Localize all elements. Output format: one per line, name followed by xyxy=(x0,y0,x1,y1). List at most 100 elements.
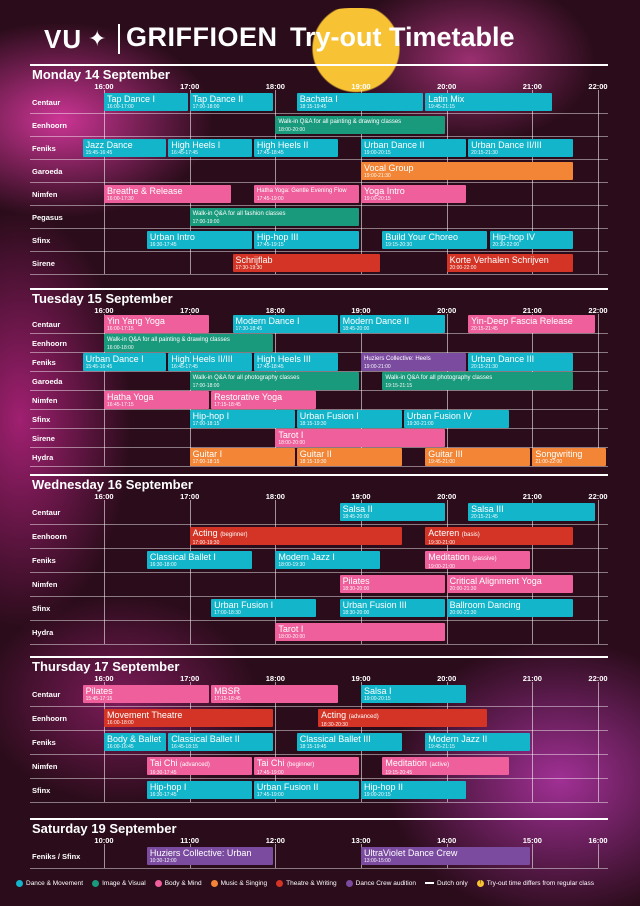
class-name: Urban Fusion I xyxy=(214,600,274,610)
class-block[interactable]: Urban Dance II/III 20:15-21:30 xyxy=(468,138,574,157)
class-block[interactable]: Ballroom Dancing 20:00-21:30 xyxy=(446,599,574,617)
class-block[interactable]: Breathe & Release 16:00-17:30 xyxy=(104,184,231,203)
class-block[interactable]: Urban Dance I 15:45-16:45 xyxy=(82,352,167,371)
class-time: 17:30-19:30 xyxy=(235,264,263,271)
class-block[interactable]: Hip-hop II 19:00-20:15 xyxy=(361,781,467,799)
class-block[interactable]: Songwriting 21:00-22:00 xyxy=(532,447,606,466)
class-block[interactable]: Body & Ballet 16:00-16:45 xyxy=(104,733,167,751)
class-block[interactable]: High Heels I 16:45-17:45 xyxy=(168,138,252,157)
class-block[interactable]: Walk-in Q&A for all painting & drawing c… xyxy=(275,115,445,134)
class-block[interactable]: UltraViolet Dance Crew 13:00-15:00 xyxy=(361,847,531,865)
class-block[interactable]: Guitar I 17:00-18:15 xyxy=(189,447,295,466)
class-block[interactable]: Urban Dance II 19:00-20:15 xyxy=(361,138,467,157)
class-block[interactable]: Vocal Group 19:00-21:30 xyxy=(361,161,574,180)
room-gridline xyxy=(30,136,608,137)
class-block[interactable]: Latin Mix 19:45-21:15 xyxy=(425,92,552,111)
class-name: Tap Dance II xyxy=(192,93,244,104)
legend-item: Theatre & Writing xyxy=(276,880,337,887)
class-block[interactable]: Modern Dance II 18:45-20:00 xyxy=(339,314,445,333)
hour-label: 21:00 xyxy=(522,674,542,683)
class-block[interactable]: Hatha Yoga: Gentle Evening Flow 17:45-19:… xyxy=(253,184,359,203)
room-gridline xyxy=(30,390,608,391)
class-block[interactable]: Hatha Yoga 16:45-17:15 xyxy=(104,390,210,409)
class-block[interactable]: Restorative Yoga 17:15-18:45 xyxy=(211,390,317,409)
class-block[interactable]: Hip-hop III 17:45-19:15 xyxy=(253,230,359,249)
class-block[interactable]: Acteren (basis) 19:30-21:00 xyxy=(425,527,574,545)
class-time: 21:00-22:00 xyxy=(535,458,563,465)
room-label: Feniks xyxy=(32,357,56,367)
class-block[interactable]: Schrijflab 17:30-19:30 xyxy=(232,253,381,272)
class-block[interactable]: Hip-hop I 17:00-18:15 xyxy=(189,409,295,428)
class-name: Urban Fusion III xyxy=(342,600,407,610)
hour-label: 22:00 xyxy=(588,82,608,91)
class-block[interactable]: High Heels III 17:45-18:45 xyxy=(253,352,338,371)
day-title: Monday 14 September xyxy=(32,67,170,82)
class-block[interactable]: Tap Dance II 17:00-18:00 xyxy=(189,92,274,111)
class-block[interactable]: Classical Ballet II 16:45-18:15 xyxy=(168,733,274,751)
class-block[interactable]: Modern Jazz I 18:00-19:30 xyxy=(275,551,381,569)
class-block[interactable]: Meditation (active) 19:15-20:45 xyxy=(382,757,509,775)
class-block[interactable]: Pilates 15:45-17:15 xyxy=(82,685,210,703)
room-gridline xyxy=(30,159,608,160)
class-block[interactable]: Critical Alignment Yoga 20:00-21:30 xyxy=(446,575,574,593)
class-block[interactable]: Urban Fusion III 18:30-20:00 xyxy=(339,599,445,617)
class-time: 17:00-18:15 xyxy=(192,458,220,465)
class-block[interactable]: Build Your Choreo 19:15-20:30 xyxy=(382,230,488,249)
class-block[interactable]: High Heels II/III 16:45-17:45 xyxy=(168,352,252,371)
class-block[interactable]: Urban Fusion I 18:15-19:30 xyxy=(296,409,402,428)
class-block[interactable]: Salsa II 18:45-20:00 xyxy=(339,503,445,521)
room-label: Sfinx xyxy=(32,786,51,795)
hour-label: 16:00 xyxy=(94,82,114,91)
room-label: Sirene xyxy=(32,433,55,443)
class-block[interactable]: Tap Dance I 16:00-17:00 xyxy=(104,92,188,111)
class-block[interactable]: Guitar II 18:15-19:30 xyxy=(296,447,402,466)
class-block[interactable]: Tarot I 18:00-20:00 xyxy=(275,623,445,641)
class-block[interactable]: Urban Fusion I 17:00-18:30 xyxy=(211,599,317,617)
class-block[interactable]: Yoga Intro 19:00-20:15 xyxy=(361,184,467,203)
class-block[interactable]: Walk-in Q&A for all photography classes 1… xyxy=(382,371,574,390)
class-block[interactable]: Modern Dance I 17:30-18:45 xyxy=(232,314,338,333)
legend-color-icon xyxy=(345,880,353,887)
class-block[interactable]: Korte Verhalen Schrijven 20:00-22:00 xyxy=(446,253,574,272)
class-block[interactable]: Tarot I 18:00-20:00 xyxy=(275,428,445,447)
class-block[interactable]: High Heels II 17:45-18:45 xyxy=(253,138,338,157)
class-block[interactable]: Walk-in Q&A for all photography classes 1… xyxy=(189,371,359,390)
class-level: (beginner) xyxy=(220,532,248,538)
class-block[interactable]: Urban Dance III 20:15-21:30 xyxy=(468,352,574,371)
class-block[interactable]: Jazz Dance 15:45-16:45 xyxy=(82,138,167,157)
class-block[interactable]: Urban Intro 16:30-17:45 xyxy=(146,230,252,249)
class-block[interactable]: Urban Fusion II 17:45-19:00 xyxy=(253,781,359,799)
class-block[interactable]: Urban Fusion IV 19:30-21:00 xyxy=(403,409,509,428)
class-block[interactable]: Walk-in Q&A for all fashion classes 17:00… xyxy=(189,207,359,226)
class-block[interactable]: Yin-Deep Fascia Release 20:15-21:45 xyxy=(468,314,595,333)
class-block[interactable]: Movement Theatre 16:00-18:00 xyxy=(104,709,274,727)
class-block[interactable]: Modern Jazz II 19:45-21:15 xyxy=(425,733,531,751)
class-block[interactable]: MBSR 17:15-18:45 xyxy=(211,685,338,703)
class-block[interactable]: Yin Yang Yoga 16:00-17:15 xyxy=(104,314,210,333)
class-time: 18:15-19:30 xyxy=(299,420,327,427)
hour-label: 13:00 xyxy=(351,836,371,845)
class-block[interactable]: Acting (beginner) 17:00-19:30 xyxy=(189,527,402,545)
class-block[interactable]: Huziers Collective: Urban 10:30-12:00 xyxy=(146,847,274,865)
class-block[interactable]: Tai Chi (advanced) 16:30-17:45 xyxy=(146,757,252,775)
class-time: 18:00-19:30 xyxy=(278,562,306,568)
hour-label: 19:00 xyxy=(351,674,371,683)
class-time: 19:45-21:15 xyxy=(428,103,455,110)
legend-item: Dance & Movement xyxy=(16,880,83,887)
class-block[interactable]: Meditation (passive) 19:00-21:00 xyxy=(425,551,531,569)
class-block[interactable]: Salsa III 20:15-21:45 xyxy=(468,503,595,521)
class-block[interactable]: Bachata I 18:15-19:45 xyxy=(296,92,424,111)
class-block[interactable]: Huziers Collective: Heels 19:00-21:00 xyxy=(361,352,467,371)
class-block[interactable]: Classical Ballet I 16:30-18:00 xyxy=(146,551,252,569)
class-block[interactable]: Acting (advanced) 18:30-20:30 xyxy=(318,709,488,727)
class-block[interactable]: Walk-in Q&A for all painting & drawing c… xyxy=(104,333,274,352)
hour-gridline xyxy=(598,682,599,802)
class-block[interactable]: Hip-hop IV 20:30-22:00 xyxy=(489,230,574,249)
class-block[interactable]: Tai Chi (beginner) 17:45-19:00 xyxy=(253,757,359,775)
class-block[interactable]: Classical Ballet III 18:15-19:45 xyxy=(296,733,402,751)
section-divider xyxy=(30,818,608,820)
class-block[interactable]: Salsa I 19:00-20:15 xyxy=(361,685,467,703)
class-block[interactable]: Hip-hop I 16:30-17:45 xyxy=(146,781,252,799)
class-block[interactable]: Pilates 18:30-20:00 xyxy=(339,575,445,593)
class-block[interactable]: Guitar III 19:45-21:00 xyxy=(425,447,531,466)
